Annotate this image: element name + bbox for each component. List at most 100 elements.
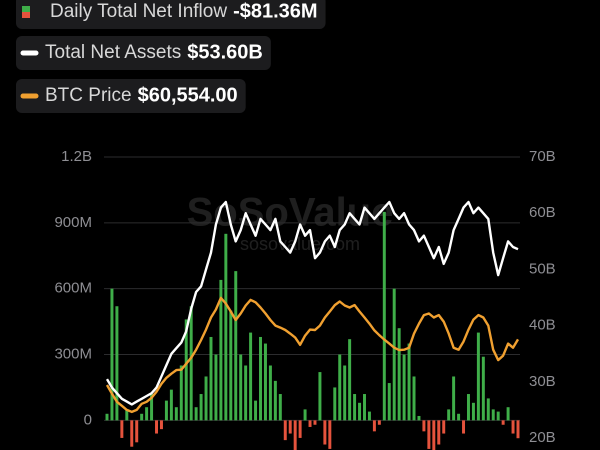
bar xyxy=(516,420,520,439)
bar xyxy=(283,420,287,441)
bar xyxy=(249,332,253,421)
bar xyxy=(387,383,391,421)
bar xyxy=(120,420,124,438)
bar xyxy=(278,394,282,421)
bar xyxy=(184,319,188,421)
bar xyxy=(501,420,505,425)
y-tick-label: 600M xyxy=(54,280,92,297)
bar xyxy=(358,402,362,421)
y-tick-label: 0 xyxy=(84,411,92,428)
bar xyxy=(462,420,466,434)
legend-item: Daily Total Net Inflow -$81.36M xyxy=(16,0,326,29)
bar xyxy=(466,394,470,421)
bar xyxy=(189,306,193,421)
bar xyxy=(392,288,396,421)
bar xyxy=(125,409,129,421)
legend-value: $60,554.00 xyxy=(138,84,238,106)
bar xyxy=(471,402,475,421)
legend-value: -$81.36M xyxy=(233,0,318,22)
bar xyxy=(422,420,426,432)
legend-bg xyxy=(16,79,246,113)
bar xyxy=(159,420,163,430)
bar xyxy=(348,339,352,421)
bar xyxy=(268,365,272,421)
bar xyxy=(105,413,109,421)
bar xyxy=(427,420,431,449)
legend-value: $53.60B xyxy=(187,41,263,63)
bar xyxy=(219,279,223,421)
bar xyxy=(150,394,154,421)
bar xyxy=(432,420,436,450)
y2-tick-label: 20B xyxy=(529,429,556,446)
bar xyxy=(214,354,218,421)
bar xyxy=(367,411,371,421)
bar xyxy=(382,211,386,421)
bar xyxy=(333,387,337,421)
bar xyxy=(323,420,327,445)
bar xyxy=(506,407,510,421)
bar xyxy=(199,394,203,421)
legend-label: Daily Total Net Inflow xyxy=(50,1,227,22)
bar xyxy=(194,407,198,421)
y2-tick-label: 40B xyxy=(529,317,556,334)
bar xyxy=(377,420,381,425)
bar xyxy=(486,398,490,421)
legend-bg xyxy=(16,0,326,29)
bar xyxy=(372,420,376,432)
bar xyxy=(313,420,317,425)
y2-tick-label: 50B xyxy=(529,260,556,277)
bar xyxy=(318,372,322,421)
bar xyxy=(491,409,495,421)
bar xyxy=(254,400,258,421)
y-tick-label: 300M xyxy=(54,345,92,362)
bar xyxy=(308,420,312,427)
bar xyxy=(110,288,114,421)
y2-tick-label: 70B xyxy=(529,148,556,165)
line xyxy=(105,296,520,414)
y-tick-label: 900M xyxy=(54,214,92,231)
bar xyxy=(442,420,446,434)
bar xyxy=(363,394,366,421)
legend-icon xyxy=(22,12,30,18)
bar xyxy=(338,354,342,421)
legend-label: BTC Price xyxy=(45,85,132,106)
y2-tick-label: 30B xyxy=(529,373,556,390)
bar xyxy=(447,409,451,421)
bar xyxy=(263,343,267,421)
legend-item: BTC Price $60,554.00 xyxy=(16,79,246,113)
bar xyxy=(452,376,456,421)
bar xyxy=(273,380,277,421)
bar xyxy=(229,310,233,421)
bar xyxy=(155,420,159,434)
bar xyxy=(164,400,168,421)
line xyxy=(105,200,519,406)
bar xyxy=(259,336,262,421)
legend-label: Total Net Assets xyxy=(45,42,181,63)
bar xyxy=(293,420,297,450)
bar xyxy=(303,409,307,421)
bar xyxy=(298,420,302,438)
bar xyxy=(496,411,500,421)
bar xyxy=(437,420,441,445)
bar xyxy=(204,376,208,421)
bar xyxy=(179,365,183,421)
legend-item: Total Net Assets $53.60B xyxy=(16,36,271,70)
watermark-sub: sosovalue.com xyxy=(240,234,360,254)
bar xyxy=(224,233,228,421)
bar xyxy=(457,413,461,421)
bar xyxy=(115,306,119,421)
bar xyxy=(343,365,347,421)
bar xyxy=(402,354,406,421)
bar xyxy=(169,389,173,421)
bar xyxy=(174,407,178,421)
bar xyxy=(130,420,134,447)
bar xyxy=(412,376,416,421)
bar xyxy=(397,328,401,421)
y-tick-label: 1.2B xyxy=(61,148,92,165)
bar xyxy=(140,413,144,421)
bar xyxy=(244,365,248,421)
bar xyxy=(135,420,139,443)
bar xyxy=(476,332,480,421)
bar xyxy=(328,420,332,449)
